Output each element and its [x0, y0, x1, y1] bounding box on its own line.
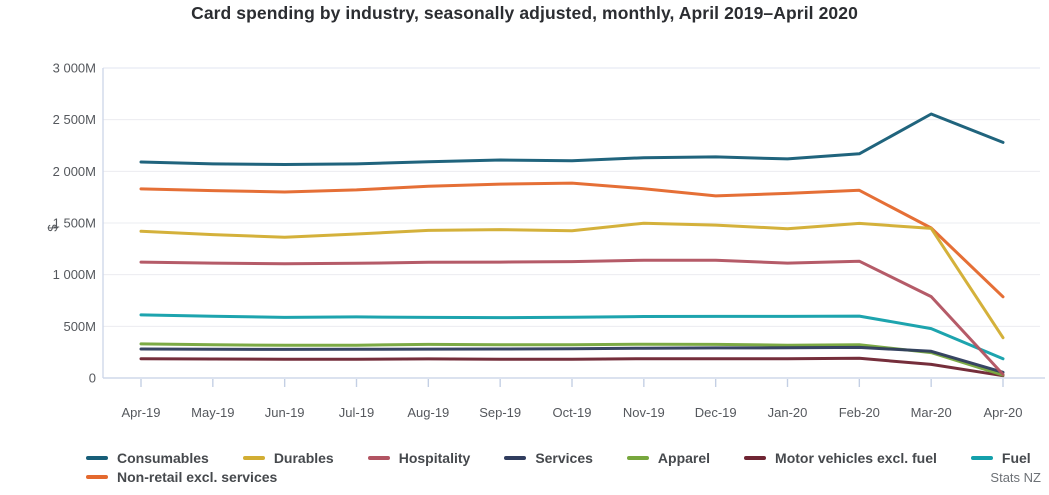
y-tick-label: 0 — [89, 371, 96, 386]
source-credit: Stats NZ — [990, 470, 1041, 485]
y-tick-label: 1 500M — [53, 216, 96, 231]
legend-item-apparel[interactable]: Apparel — [626, 450, 711, 466]
x-tick-label: Apr-19 — [121, 405, 160, 420]
x-tick-label: Sep-19 — [479, 405, 521, 420]
y-tick-label: 2 000M — [53, 164, 96, 179]
legend-swatch-non-retail-excl-services — [86, 475, 108, 479]
series-line-motor-vehicles-excl-fuel — [139, 356, 1005, 378]
y-tick-label: 1 000M — [53, 267, 96, 282]
legend-item-motor-vehicles-excl-fuel[interactable]: Motor vehicles excl. fuel — [744, 450, 937, 466]
legend-swatch-motor-vehicles-excl-fuel — [744, 456, 767, 460]
y-axis-title: $ — [45, 224, 60, 232]
x-tick-label: Jun-19 — [265, 405, 305, 420]
series-line-services — [139, 345, 1005, 374]
y-tick-label: 2 500M — [53, 112, 96, 127]
series-line-fuel — [139, 313, 1005, 361]
legend-label: Hospitality — [398, 450, 471, 466]
x-tick-label: Jul-19 — [339, 405, 374, 420]
y-tick-label: 3 000M — [53, 61, 96, 76]
x-tick-label: Dec-19 — [695, 405, 737, 420]
x-tick-label: Jan-20 — [768, 405, 808, 420]
series-line-consumables — [139, 112, 1005, 166]
series-line-apparel — [139, 342, 1005, 377]
legend-swatch-fuel — [970, 456, 993, 460]
y-tick-label: 500M — [63, 319, 96, 334]
legend-label: Motor vehicles excl. fuel — [775, 450, 937, 466]
legend-label: Services — [535, 450, 593, 466]
x-tick-label: Nov-19 — [623, 405, 665, 420]
series-line-non-retail-excl-services — [139, 181, 1005, 299]
x-tick-label: Aug-19 — [407, 405, 449, 420]
chart-legend: Consumables Durables Hospitality Services Ap… — [86, 450, 1031, 485]
x-tick-label: Oct-19 — [552, 405, 591, 420]
series-line-durables — [139, 221, 1005, 340]
legend-item-consumables[interactable]: Consumables — [86, 450, 209, 466]
legend-label: Consumables — [117, 450, 209, 466]
legend-item-non-retail-excl-services[interactable]: Non-retail excl. services — [86, 469, 277, 485]
legend-row-2: Non-retail excl. services — [86, 469, 1006, 485]
legend-item-services[interactable]: Services — [504, 450, 593, 466]
legend-swatch-hospitality — [367, 456, 390, 460]
x-tick-label: May-19 — [191, 405, 234, 420]
x-tick-label: Feb-20 — [839, 405, 880, 420]
legend-swatch-consumables — [86, 456, 108, 460]
x-tick-label: Apr-20 — [983, 405, 1022, 420]
legend-row-1: Consumables Durables Hospitality Services Ap… — [86, 450, 1031, 466]
legend-label: Apparel — [657, 450, 711, 466]
legend-item-fuel[interactable]: Fuel — [970, 450, 1031, 466]
legend-swatch-durables — [242, 456, 265, 460]
legend-label: Non-retail excl. services — [117, 469, 278, 485]
legend-item-durables[interactable]: Durables — [242, 450, 334, 466]
x-tick-label: Mar-20 — [911, 405, 952, 420]
legend-swatch-apparel — [626, 456, 649, 460]
legend-label: Durables — [273, 450, 334, 466]
chart-title: Card spending by industry, seasonally ad… — [191, 3, 858, 23]
series-line-hospitality — [139, 258, 1005, 376]
legend-item-hospitality[interactable]: Hospitality — [367, 450, 471, 466]
legend-label: Fuel — [1001, 450, 1031, 466]
legend-swatch-services — [504, 456, 527, 460]
